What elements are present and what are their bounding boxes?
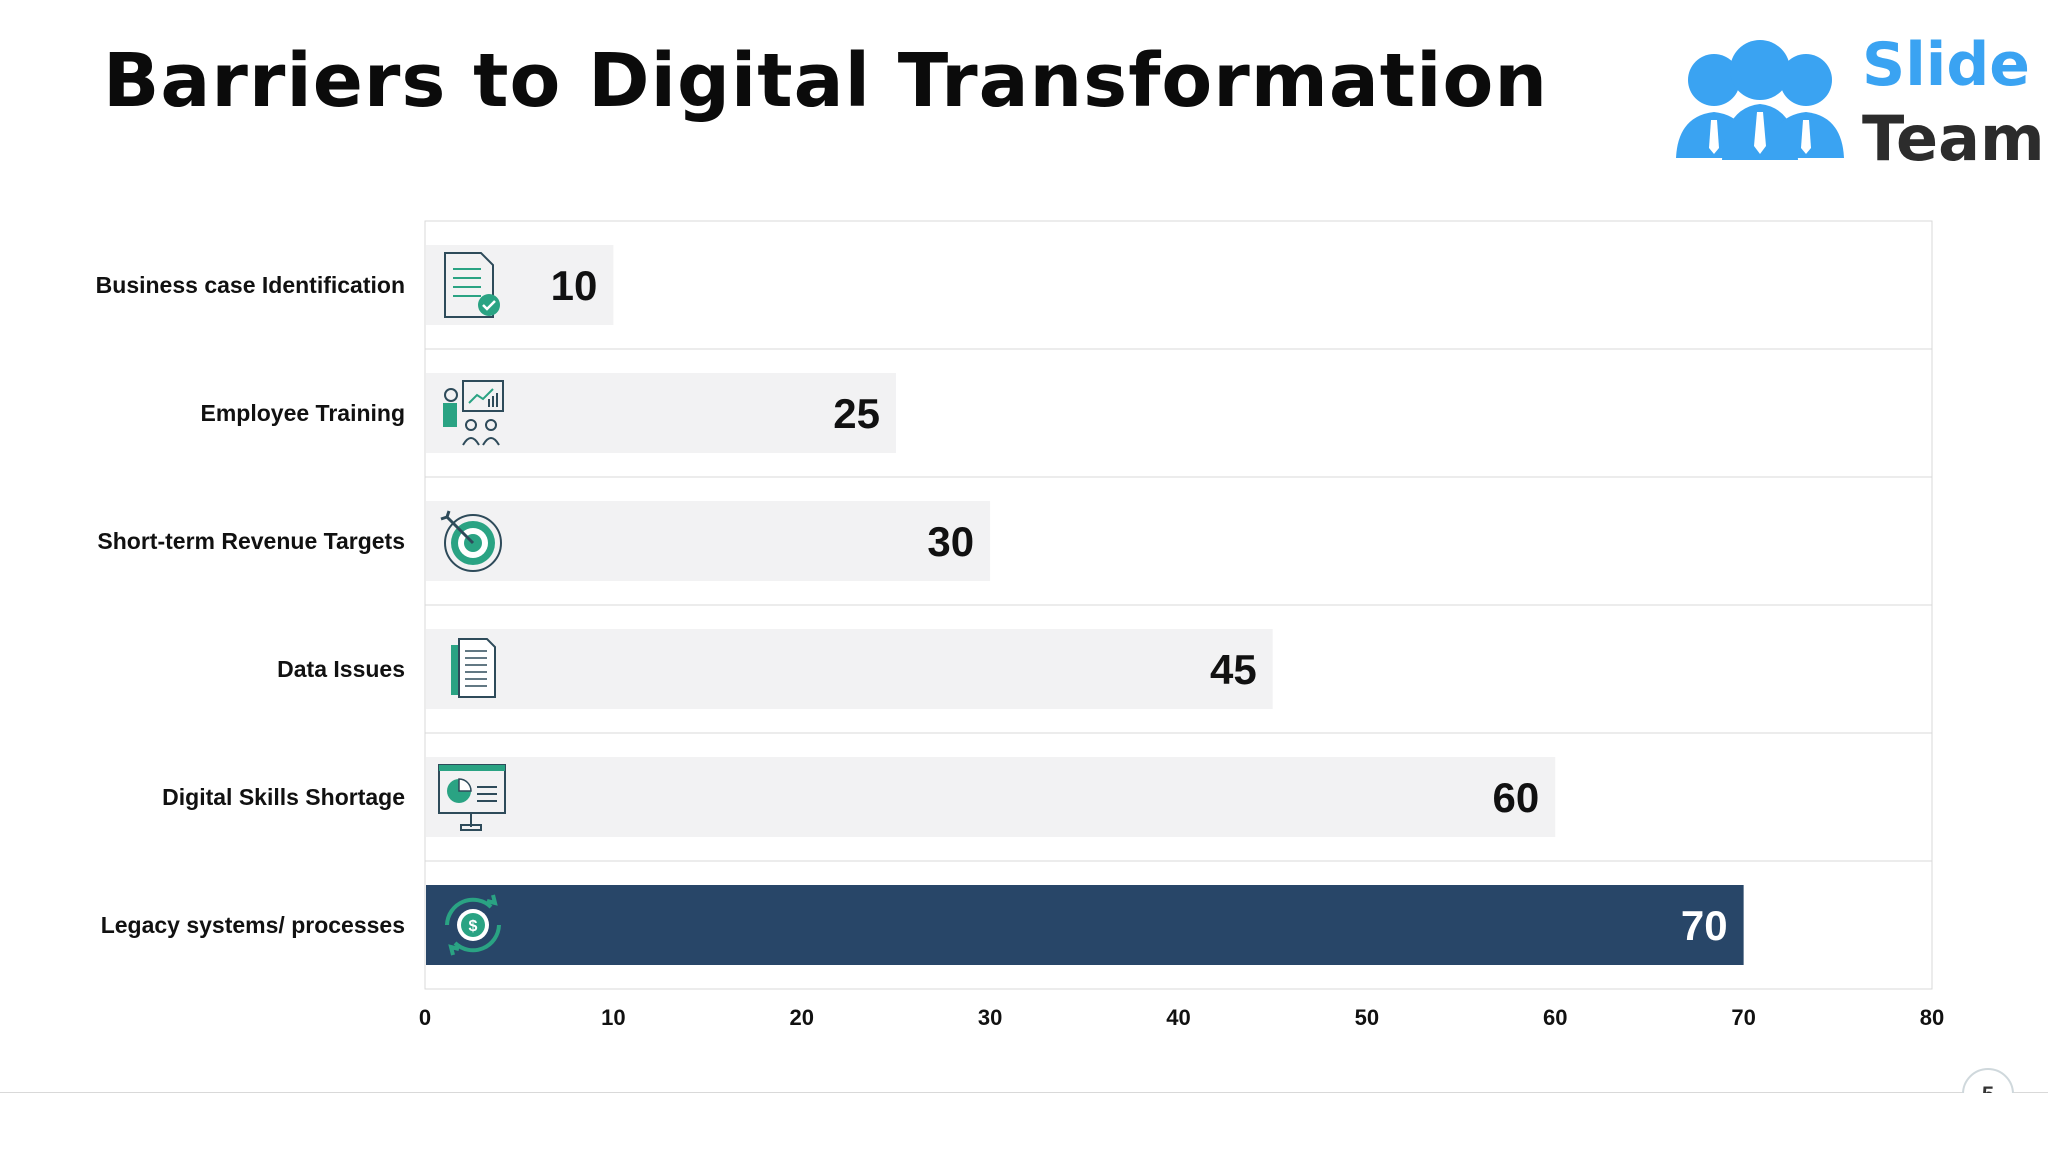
category-label: Digital Skills Shortage — [162, 784, 405, 810]
category-label: Legacy systems/ processes — [101, 912, 405, 938]
data-label: 25 — [833, 390, 880, 437]
x-tick-label: 0 — [419, 1005, 431, 1030]
bar-6 — [426, 885, 1744, 965]
x-tick-label: 60 — [1543, 1005, 1567, 1030]
money-cycle-icon: $ — [441, 893, 505, 957]
footer-divider — [0, 1092, 2048, 1093]
bar-chart: Business case Identification 10 Employee T… — [96, 220, 1944, 1030]
x-tick-label: 40 — [1166, 1005, 1190, 1030]
presentation-board-icon — [438, 764, 506, 831]
x-tick-label: 70 — [1731, 1005, 1755, 1030]
data-label: 45 — [1210, 646, 1257, 693]
report-icon — [451, 638, 496, 698]
x-tick-label: 50 — [1355, 1005, 1379, 1030]
people-logo-icon — [1676, 40, 1844, 160]
bar-5 — [426, 757, 1556, 837]
svg-text:$: $ — [469, 918, 478, 935]
footer-mask — [1950, 1093, 2030, 1152]
category-label: Data Issues — [277, 656, 405, 682]
data-label: 30 — [927, 518, 974, 565]
data-label: 70 — [1681, 902, 1728, 949]
slide-title: Barriers to Digital Transformation — [103, 38, 1549, 124]
category-label: Employee Training — [201, 400, 406, 426]
data-label: 10 — [551, 262, 598, 309]
training-presentation-icon — [443, 380, 504, 446]
x-tick-label: 80 — [1920, 1005, 1944, 1030]
bar-2 — [426, 373, 896, 453]
document-check-icon — [444, 252, 500, 318]
logo-text-slide: Slide — [1862, 30, 2030, 100]
target-icon — [440, 510, 502, 572]
category-label: Short-term Revenue Targets — [97, 528, 405, 554]
x-tick-label: 10 — [601, 1005, 625, 1030]
logo-text-team: Team — [1862, 102, 2045, 175]
bar-3 — [426, 501, 991, 581]
bar-4 — [426, 629, 1273, 709]
bar-1 — [426, 245, 614, 325]
category-label: Business case Identification — [96, 272, 405, 298]
x-tick-label: 20 — [790, 1005, 814, 1030]
data-label: 60 — [1493, 774, 1540, 821]
x-tick-label: 30 — [978, 1005, 1002, 1030]
